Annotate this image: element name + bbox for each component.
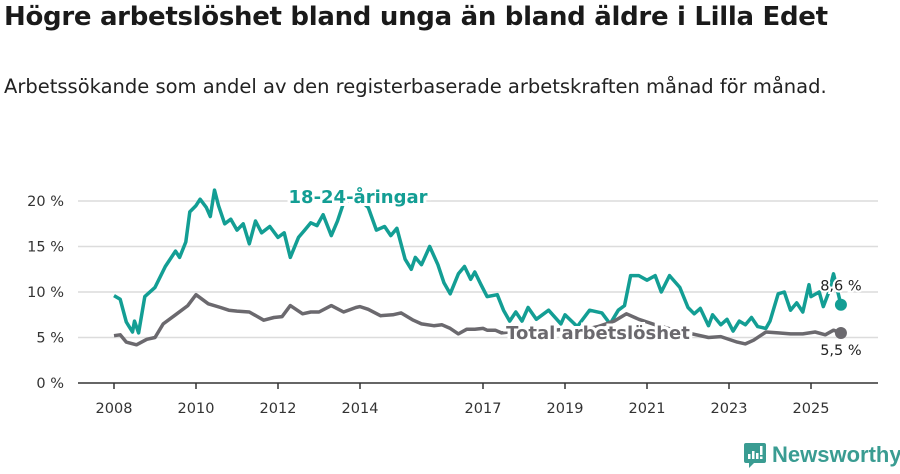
end-value-label: 5,5 % bbox=[820, 343, 861, 359]
y-tick-label: 10 % bbox=[27, 285, 64, 301]
chart-subtitle: Arbetssökande som andel av den registerb… bbox=[4, 75, 827, 98]
x-tick-label: 2008 bbox=[96, 401, 133, 417]
x-tick-label: 2012 bbox=[260, 401, 297, 417]
x-tick-label: 2025 bbox=[793, 401, 830, 417]
chart-title: Högre arbetslöshet bland unga än bland ä… bbox=[4, 2, 828, 32]
y-tick-label: 20 % bbox=[27, 194, 64, 210]
x-tick-label: 2019 bbox=[547, 401, 584, 417]
x-tick-label: 2021 bbox=[629, 401, 666, 417]
y-tick-label: 5 % bbox=[36, 331, 64, 347]
y-tick-label: 0 % bbox=[36, 376, 64, 392]
x-tick-label: 2017 bbox=[465, 401, 502, 417]
newsworthy-logo-icon bbox=[744, 443, 766, 468]
end-point-total bbox=[834, 326, 847, 339]
series-label-total: Total arbetslöshet bbox=[506, 323, 690, 344]
x-tick-label: 2010 bbox=[178, 401, 215, 417]
x-tick-label: 2014 bbox=[342, 401, 379, 417]
newsworthy-logo: Newsworthy bbox=[744, 442, 900, 468]
end-value-label: 8,6 % bbox=[820, 279, 861, 295]
newsworthy-logo-text: Newsworthy bbox=[772, 442, 900, 467]
series-line-total bbox=[113, 292, 842, 347]
series-label-youth: 18-24-åringar bbox=[289, 186, 428, 208]
end-point-youth bbox=[834, 298, 847, 311]
series-line-youth bbox=[113, 188, 843, 335]
y-tick-label: 15 % bbox=[27, 240, 64, 256]
x-tick-label: 2023 bbox=[711, 401, 748, 417]
